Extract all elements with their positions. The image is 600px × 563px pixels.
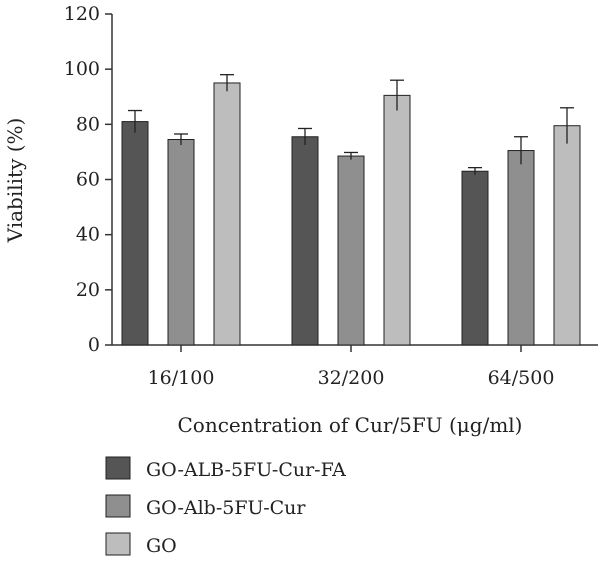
y-tick-label: 120 (64, 3, 100, 25)
bar (461, 170, 489, 346)
y-tick-label: 20 (76, 279, 100, 301)
y-tick-label: 40 (76, 224, 100, 246)
bar (121, 121, 149, 346)
bar (167, 139, 195, 346)
y-axis-title: Viability (%) (3, 118, 27, 244)
legend-label: GO-ALB-5FU-Cur-FA (146, 459, 346, 481)
legend-label: GO-Alb-5FU-Cur (146, 497, 306, 519)
plot-area: 0 20 40 60 80 100 120 16/100 32/200 64/500 (64, 3, 598, 389)
x-tick-label: 16/100 (148, 367, 215, 389)
bar (291, 136, 319, 346)
legend-swatch (105, 456, 131, 480)
y-tick-label: 100 (64, 58, 100, 80)
legend: GO-ALB-5FU-Cur-FA GO-Alb-5FU-Cur GO (105, 456, 346, 557)
y-tick-label: 80 (76, 113, 100, 135)
x-tick-label: 64/500 (488, 367, 555, 389)
x-tick-label: 32/200 (318, 367, 385, 389)
bar (507, 150, 535, 346)
x-axis-title: Concentration of Cur/5FU (μg/ml) (178, 413, 523, 437)
bar (213, 82, 241, 346)
y-tick-label: 0 (88, 334, 100, 356)
legend-swatch (105, 532, 131, 556)
bar (337, 155, 365, 346)
bar (553, 125, 581, 346)
bar (383, 94, 411, 346)
legend-label: GO (146, 535, 177, 557)
y-tick-label: 60 (76, 169, 100, 191)
legend-swatch (105, 494, 131, 518)
